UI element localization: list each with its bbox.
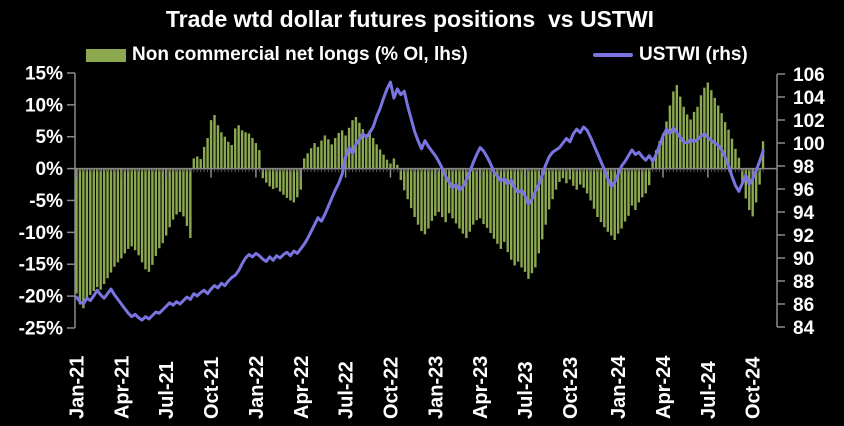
right-axis-tick-label: 84 [793, 318, 815, 339]
right-axis-tick-label: 106 [793, 65, 825, 86]
x-axis-tick-label: Oct-24 [743, 356, 765, 419]
x-axis-tick-label: Jul-24 [698, 360, 720, 419]
x-axis-tick-label: Oct-22 [380, 357, 402, 419]
left-axis-tick-label: 5% [36, 127, 64, 148]
left-axis-tick-label: -10% [19, 223, 63, 244]
x-axis-tick-label: Jan-24 [608, 355, 630, 419]
legend-item-line: USTWI (rhs) [593, 44, 748, 65]
x-axis-tick-label: Jul-22 [336, 361, 358, 419]
x-axis-tick-label: Jul-21 [156, 361, 178, 419]
right-axis-tick-label: 88 [793, 272, 814, 293]
chart-title: Trade wtd dollar futures positions vs US… [165, 6, 655, 32]
left-axis-tick-label: -20% [19, 287, 63, 308]
ustwi-line [75, 80, 765, 322]
legend-item-bars: Non commercial net longs (% OI, lhs) [86, 44, 468, 65]
zero-axis [75, 167, 777, 178]
legend-bars-label: Non commercial net longs (% OI, lhs) [132, 44, 468, 65]
bars-series [75, 82, 765, 309]
x-axis-tick-label: Jul-23 [515, 361, 537, 419]
left-axis-tick-label: 0% [36, 159, 64, 180]
x-axis-tick-label: Jan-21 [67, 356, 89, 419]
x-axis-tick-label: Oct-23 [560, 357, 582, 419]
x-axis-tick-label: Apr-22 [291, 356, 313, 419]
left-axis: 15% 10% 5% 0% -5% -10% -15% -20% -25% [19, 63, 76, 339]
x-axis-tick-label: Apr-23 [470, 356, 492, 419]
left-axis-tick-label: -25% [19, 318, 63, 339]
x-axis-tick-label: Apr-21 [111, 356, 133, 419]
right-axis-tick-label: 92 [793, 226, 814, 247]
left-axis-tick-label: 10% [25, 95, 63, 116]
right-axis-tick-label: 90 [793, 249, 814, 270]
right-axis-tick-label: 102 [793, 111, 825, 132]
right-axis-tick-label: 104 [793, 88, 825, 109]
right-axis-tick-label: 100 [793, 134, 825, 155]
x-axis-labels: Jan-21 Apr-21 Jul-21 Oct-21 Jan-22 Apr-22 Jul-… [67, 355, 765, 419]
x-axis-tick-label: Jan-22 [246, 356, 268, 419]
x-axis-tick-label: Apr-24 [653, 355, 675, 419]
x-axis-tick-label: Jan-23 [425, 356, 447, 419]
left-axis-tick-label: -15% [19, 255, 63, 276]
line-swatch-icon [593, 53, 633, 57]
right-axis-tick-label: 98 [793, 157, 814, 178]
left-axis-tick-label: -5% [29, 191, 63, 212]
bars-swatch-icon [86, 48, 126, 62]
right-axis-tick-label: 86 [793, 295, 814, 316]
right-axis-tick-label: 96 [793, 180, 814, 201]
right-axis-tick-label: 94 [793, 203, 815, 224]
x-axis-tick-label: Oct-21 [201, 357, 223, 419]
legend-line-label: USTWI (rhs) [639, 44, 748, 65]
left-axis-tick-label: 15% [25, 63, 63, 84]
